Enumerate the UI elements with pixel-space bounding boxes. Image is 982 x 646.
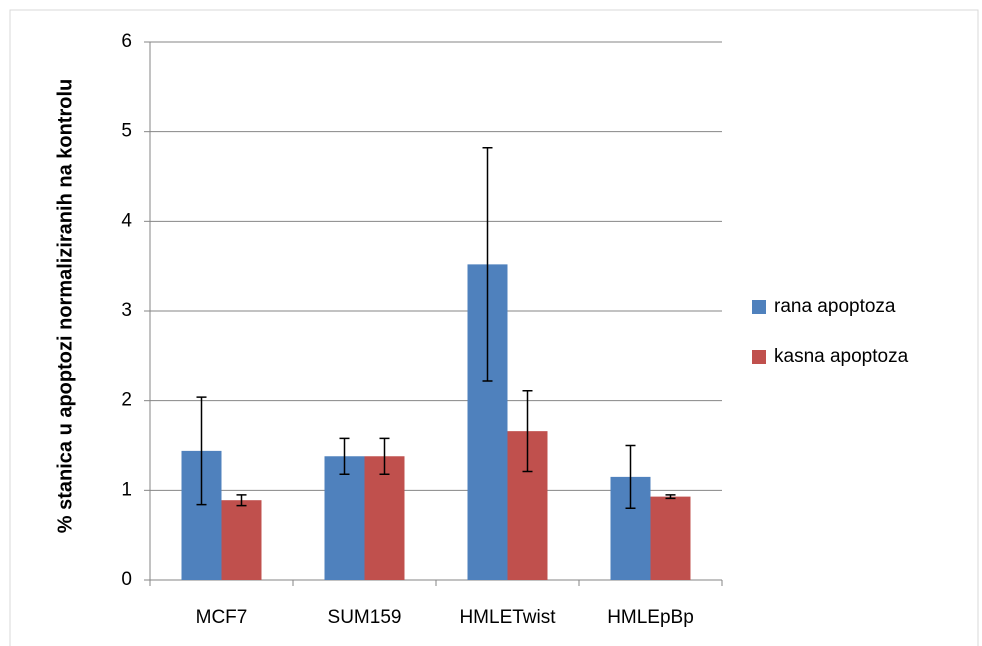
x-tick-label: SUM159 xyxy=(328,607,402,628)
legend-swatch xyxy=(752,350,766,364)
bar xyxy=(650,496,691,580)
x-tick-label: MCF7 xyxy=(196,607,248,628)
y-tick-label: 1 xyxy=(121,479,132,500)
y-tick-label: 0 xyxy=(121,569,132,590)
y-axis-title: % stanica u apoptozi normaliziranih na k… xyxy=(54,79,76,534)
chart-border xyxy=(9,9,979,646)
legend-label: rana apoptoza xyxy=(774,296,896,317)
x-tick-label: HMLETwist xyxy=(459,607,556,628)
bar xyxy=(221,500,262,580)
bar xyxy=(364,456,405,580)
x-tick-label: HMLEpBp xyxy=(607,607,694,628)
error-bar xyxy=(665,494,676,500)
error-bar xyxy=(236,494,247,507)
legend-label: kasna apoptoza xyxy=(774,346,909,367)
error-bar xyxy=(625,444,636,510)
error-bar xyxy=(379,437,390,475)
y-tick-label: 6 xyxy=(121,31,132,52)
y-tick-label: 3 xyxy=(121,300,132,321)
y-tick-label: 5 xyxy=(121,121,132,142)
error-bar xyxy=(482,147,493,382)
legend-swatch xyxy=(752,300,766,314)
error-bar xyxy=(522,390,533,473)
error-bar xyxy=(339,437,350,475)
y-tick-label: 2 xyxy=(121,390,132,411)
y-tick-label: 4 xyxy=(121,210,132,231)
error-bar xyxy=(196,396,207,506)
bar xyxy=(324,456,365,580)
